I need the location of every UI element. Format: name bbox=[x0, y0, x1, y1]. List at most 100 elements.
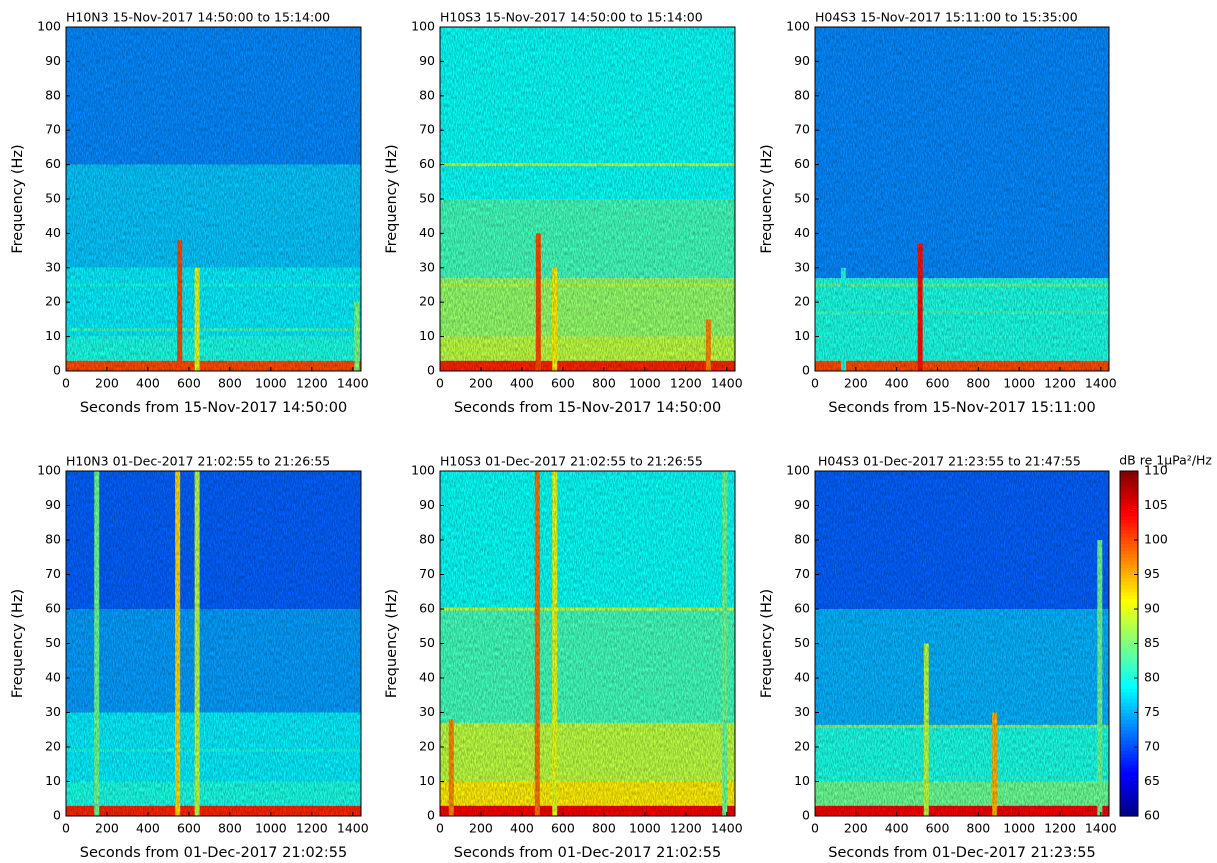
y-tick-label: 20 bbox=[419, 294, 435, 309]
plot-area bbox=[66, 471, 361, 816]
x-tick-label: 200 bbox=[95, 376, 119, 391]
y-tick-label: 90 bbox=[419, 497, 435, 512]
colorbar-segment bbox=[1120, 633, 1138, 638]
colorbar-segment bbox=[1120, 698, 1138, 703]
y-axis-label: Frequency (Hz) bbox=[10, 144, 26, 253]
x-tick-label: 1200 bbox=[670, 821, 702, 836]
colorbar-segment bbox=[1120, 684, 1138, 689]
x-tick-label: 800 bbox=[218, 376, 242, 391]
colorbar-segment bbox=[1120, 540, 1138, 545]
colorbar-segment bbox=[1120, 550, 1138, 555]
x-tick-label: 1200 bbox=[296, 376, 328, 391]
x-tick-label: 0 bbox=[436, 821, 444, 836]
colorbar-segment bbox=[1120, 660, 1138, 665]
y-tick-label: 20 bbox=[794, 294, 810, 309]
noise-texture bbox=[66, 471, 361, 816]
x-tick-label: 1400 bbox=[711, 376, 743, 391]
colorbar-segment bbox=[1120, 605, 1138, 610]
x-tick-label: 1000 bbox=[1003, 821, 1035, 836]
plot-area bbox=[66, 27, 361, 371]
x-axis-label: Seconds from 01-Dec-2017 21:02:55 bbox=[454, 845, 722, 861]
colorbar-segment bbox=[1120, 564, 1138, 569]
colorbar-segment bbox=[1120, 705, 1138, 710]
colorbar-segment bbox=[1120, 788, 1138, 793]
colorbar-segment bbox=[1120, 650, 1138, 655]
y-tick-label: 90 bbox=[794, 53, 810, 68]
y-tick-label: 60 bbox=[419, 601, 435, 616]
colorbar-segment bbox=[1120, 753, 1138, 758]
colorbar-segment bbox=[1120, 609, 1138, 614]
y-tick-label: 10 bbox=[794, 328, 810, 343]
y-tick-label: 90 bbox=[794, 497, 810, 512]
y-axis-label: Frequency (Hz) bbox=[10, 589, 26, 698]
colorbar-segment bbox=[1120, 736, 1138, 741]
colorbar-segment bbox=[1120, 602, 1138, 607]
y-tick-label: 70 bbox=[419, 122, 435, 137]
x-tick-label: 800 bbox=[966, 821, 990, 836]
y-tick-label: 10 bbox=[45, 328, 61, 343]
x-tick-label: 600 bbox=[177, 376, 201, 391]
y-tick-label: 70 bbox=[45, 566, 61, 581]
colorbar-segment bbox=[1120, 588, 1138, 593]
colorbar-tick-label: 65 bbox=[1144, 773, 1160, 788]
x-tick-label: 400 bbox=[136, 821, 160, 836]
x-tick-label: 400 bbox=[885, 821, 909, 836]
x-tick-label: 200 bbox=[469, 821, 493, 836]
y-tick-label: 100 bbox=[786, 19, 810, 34]
colorbar-segment bbox=[1120, 546, 1138, 551]
y-tick-label: 20 bbox=[794, 739, 810, 754]
y-tick-label: 40 bbox=[45, 225, 61, 240]
colorbar-segment bbox=[1120, 750, 1138, 755]
y-tick-label: 0 bbox=[53, 363, 61, 378]
y-tick-label: 50 bbox=[794, 191, 810, 206]
y-tick-label: 80 bbox=[419, 87, 435, 102]
colorbar-segment bbox=[1120, 767, 1138, 772]
panel-title: H10S3 01-Dec-2017 21:02:55 to 21:26:55 bbox=[440, 454, 703, 469]
y-tick-label: 60 bbox=[419, 156, 435, 171]
y-tick-label: 20 bbox=[419, 739, 435, 754]
y-tick-label: 100 bbox=[411, 463, 435, 478]
colorbar-segment bbox=[1120, 771, 1138, 776]
y-tick-label: 70 bbox=[419, 566, 435, 581]
colorbar-segment bbox=[1120, 567, 1138, 572]
colorbar-segment bbox=[1120, 481, 1138, 486]
colorbar-segment bbox=[1120, 747, 1138, 752]
colorbar-segment bbox=[1120, 488, 1138, 493]
colorbar-segment bbox=[1120, 778, 1138, 783]
x-tick-label: 1400 bbox=[1085, 376, 1117, 391]
colorbar-tick-label: 110 bbox=[1144, 463, 1168, 478]
colorbar-segment bbox=[1120, 615, 1138, 620]
y-tick-label: 90 bbox=[419, 53, 435, 68]
noise-texture bbox=[815, 27, 1109, 371]
y-tick-label: 80 bbox=[45, 87, 61, 102]
x-tick-label: 200 bbox=[95, 821, 119, 836]
y-tick-label: 20 bbox=[45, 739, 61, 754]
colorbar-segment bbox=[1120, 774, 1138, 779]
colorbar-segment bbox=[1120, 636, 1138, 641]
x-tick-label: 200 bbox=[844, 821, 868, 836]
colorbar-segment bbox=[1120, 584, 1138, 589]
colorbar-segment bbox=[1120, 719, 1138, 724]
x-tick-label: 200 bbox=[844, 376, 868, 391]
colorbar-segment bbox=[1120, 733, 1138, 738]
y-tick-label: 10 bbox=[419, 773, 435, 788]
panel-title: H04S3 01-Dec-2017 21:23:55 to 21:47:55 bbox=[818, 454, 1081, 469]
x-tick-label: 0 bbox=[436, 376, 444, 391]
x-tick-label: 600 bbox=[551, 821, 575, 836]
colorbar-segment bbox=[1120, 695, 1138, 700]
x-axis-label: Seconds from 01-Dec-2017 21:23:55 bbox=[828, 845, 1096, 861]
colorbar-segment bbox=[1120, 809, 1138, 814]
colorbar-segment bbox=[1120, 740, 1138, 745]
colorbar-segment bbox=[1120, 512, 1138, 517]
y-tick-label: 100 bbox=[37, 19, 61, 34]
colorbar-segment bbox=[1120, 474, 1138, 479]
colorbar-segment bbox=[1120, 791, 1138, 796]
y-tick-label: 60 bbox=[794, 601, 810, 616]
colorbar-segment bbox=[1120, 595, 1138, 600]
x-tick-label: 1200 bbox=[296, 821, 328, 836]
x-tick-label: 200 bbox=[469, 376, 493, 391]
y-tick-label: 30 bbox=[45, 704, 61, 719]
y-tick-label: 70 bbox=[45, 122, 61, 137]
y-tick-label: 30 bbox=[794, 704, 810, 719]
